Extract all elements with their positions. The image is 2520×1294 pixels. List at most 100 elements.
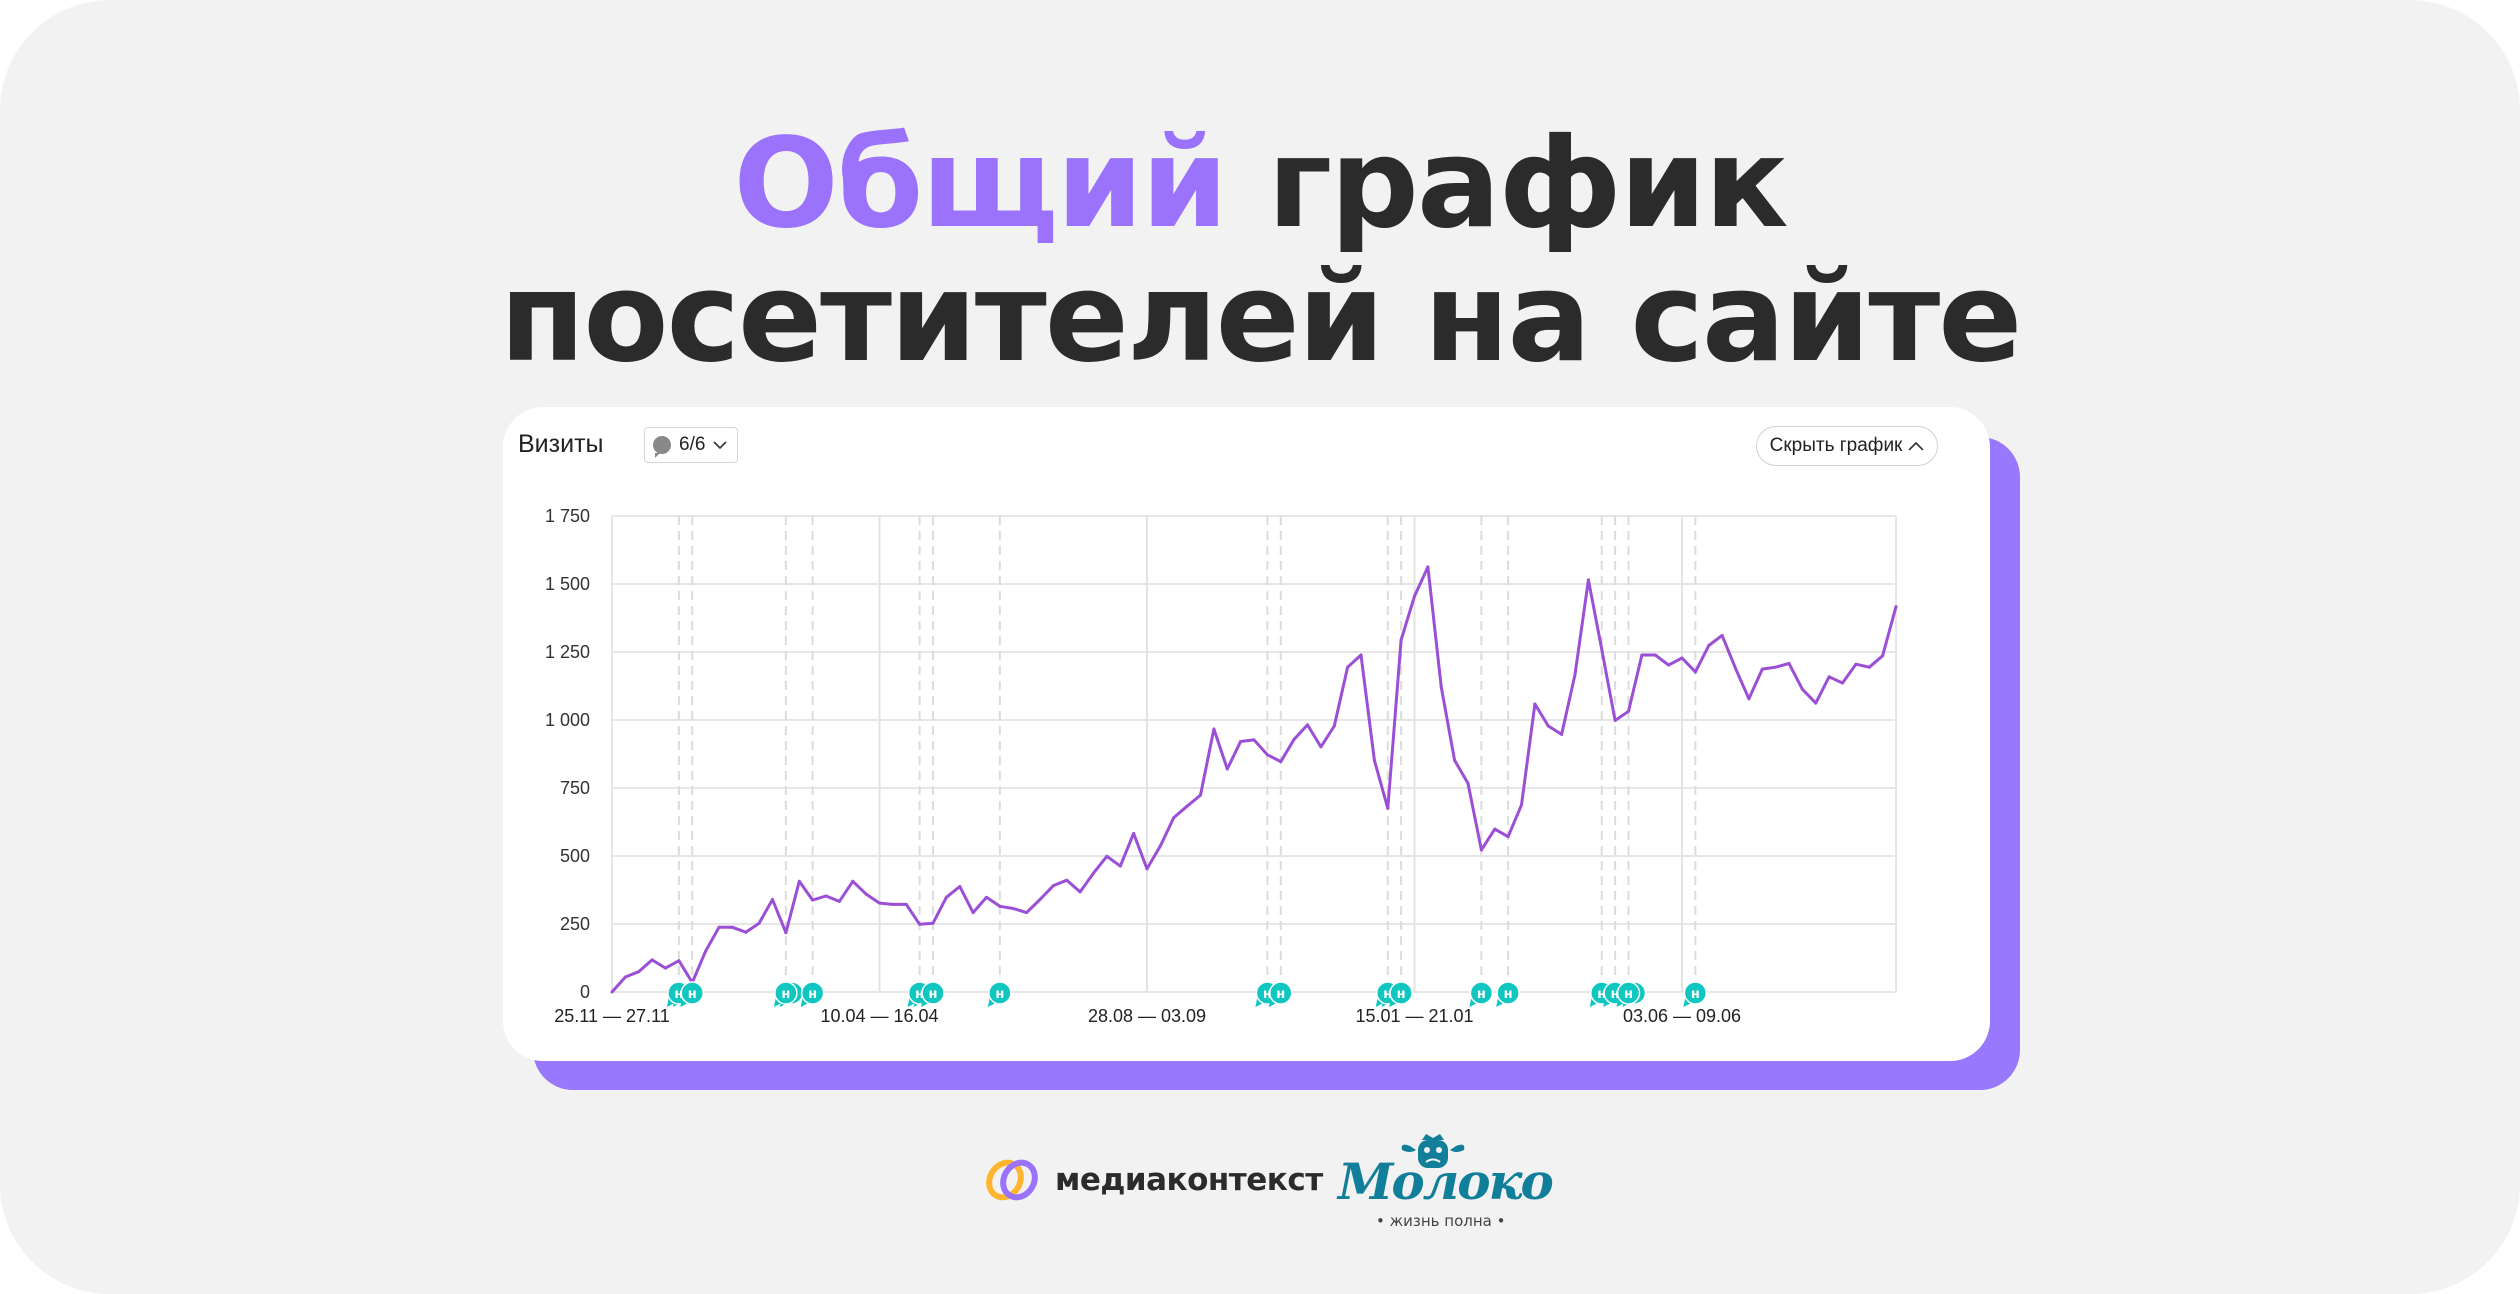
- y-tick-label: 0: [580, 982, 590, 1002]
- moloko-logo: Молоко • жизнь полна •: [1338, 1132, 1554, 1230]
- annotation-marker[interactable]: н: [1268, 981, 1293, 1007]
- data-point: [985, 895, 988, 899]
- annotation-marker-text: н: [781, 987, 790, 1002]
- data-point: [1854, 662, 1858, 666]
- data-point: [1479, 848, 1483, 852]
- data-point: [1265, 753, 1269, 757]
- annotation-marker[interactable]: н: [1683, 981, 1708, 1007]
- annotation-marker-bubble: [1616, 981, 1641, 1005]
- annotation-marker-text: н: [995, 987, 1004, 1002]
- data-point: [1814, 701, 1818, 705]
- annotation-marker-text: н: [808, 987, 817, 1002]
- data-point: [931, 921, 935, 925]
- data-point: [1252, 738, 1256, 742]
- data-point: [1239, 739, 1243, 743]
- data-point: [1372, 758, 1376, 762]
- data-point: [1105, 854, 1109, 858]
- annotation-marker-text: н: [1624, 987, 1633, 1002]
- data-point: [1158, 844, 1162, 848]
- logo1-name: медиаконтекст: [1055, 1162, 1323, 1198]
- data-point: [1560, 732, 1564, 736]
- annotation-marker-text: н: [1383, 987, 1392, 1002]
- data-point: [1693, 670, 1697, 674]
- data-point: [1493, 827, 1497, 831]
- data-point: [1894, 605, 1898, 609]
- data-point: [1225, 767, 1229, 771]
- data-point: [650, 958, 654, 962]
- annotation-marker-bubble: [988, 981, 1012, 1005]
- data-point: [1279, 760, 1283, 764]
- annotation-marker-text: н: [915, 987, 924, 1002]
- metric-label: Визиты: [518, 430, 604, 458]
- annotation-marker-text: н: [1263, 987, 1272, 1002]
- y-tick-label: 1 500: [545, 574, 590, 594]
- data-point: [891, 902, 895, 906]
- y-tick-label: 1 000: [545, 710, 590, 730]
- hide-chart-button[interactable]: Скрыть график: [1756, 426, 1938, 466]
- data-point: [1332, 724, 1336, 728]
- logo2-name: Молоко: [1338, 1152, 1554, 1211]
- data-point: [744, 930, 748, 934]
- data-point: [1078, 890, 1082, 894]
- data-point: [784, 931, 788, 935]
- data-point: [1199, 793, 1202, 797]
- x-tick-label: 03.06 — 09.06: [1623, 1006, 1741, 1026]
- data-point: [918, 922, 922, 926]
- page-title-line-2: посетителей на сайте: [499, 246, 2023, 390]
- annotation-marker-bubble: [1469, 981, 1494, 1005]
- annotation-marker[interactable]: н: [800, 981, 825, 1007]
- data-point: [1413, 594, 1416, 598]
- data-point: [1092, 871, 1095, 875]
- title-rest: график: [1226, 112, 1788, 256]
- data-point: [1867, 665, 1871, 669]
- data-point: [1881, 654, 1885, 658]
- annotations-filter-dropdown[interactable]: 6/6: [644, 427, 738, 463]
- data-point: [1065, 878, 1069, 882]
- data-point: [1667, 663, 1671, 667]
- data-point: [637, 970, 641, 974]
- data-point: [1011, 906, 1015, 910]
- chevron-down-icon: [713, 441, 727, 450]
- data-point: [664, 966, 667, 970]
- data-point: [1038, 898, 1042, 902]
- data-point: [1292, 737, 1296, 741]
- annotation-marker-text: н: [929, 987, 938, 1002]
- data-point: [1533, 702, 1537, 706]
- rings-logo-icon: [986, 1159, 1038, 1201]
- annotation-marker[interactable]: н: [921, 981, 945, 1007]
- annotation-marker[interactable]: н: [1389, 981, 1413, 1007]
- data-point: [1720, 633, 1724, 637]
- annotation-marker-text: н: [674, 987, 683, 1002]
- y-tick-label: 500: [560, 846, 590, 866]
- data-point: [1466, 781, 1470, 785]
- x-tick-label: 28.08 — 03.09: [1088, 1006, 1206, 1026]
- data-point: [1707, 643, 1711, 647]
- data-point: [1774, 665, 1778, 669]
- annotation-marker[interactable]: н: [1616, 981, 1641, 1007]
- data-point: [771, 898, 774, 902]
- annotation-marker-text: н: [1597, 987, 1606, 1002]
- data-point: [864, 892, 868, 896]
- annotation-marker[interactable]: н: [680, 981, 704, 1007]
- data-point: [837, 899, 841, 903]
- annotation-marker[interactable]: н: [1469, 981, 1494, 1007]
- data-point: [824, 894, 828, 898]
- annotation-marker[interactable]: н: [987, 981, 1012, 1007]
- annotation-marker[interactable]: н: [773, 981, 798, 1007]
- data-point: [904, 902, 908, 906]
- data-point: [1132, 831, 1136, 835]
- data-point: [1680, 656, 1684, 660]
- data-point: [1145, 867, 1149, 871]
- data-point: [1306, 723, 1309, 727]
- annotation-marker-text: н: [688, 987, 697, 1002]
- annotation-marker[interactable]: н: [1496, 981, 1520, 1007]
- annotations-filter-value: 6/6: [679, 434, 706, 455]
- data-point: [730, 925, 734, 929]
- data-point: [1787, 661, 1791, 665]
- x-tick-label: 10.04 — 16.04: [820, 1006, 938, 1026]
- annotation-marker-text: н: [1397, 987, 1406, 1002]
- data-point: [610, 990, 614, 994]
- data-point: [677, 959, 681, 963]
- data-point: [944, 895, 948, 899]
- data-point: [851, 879, 855, 883]
